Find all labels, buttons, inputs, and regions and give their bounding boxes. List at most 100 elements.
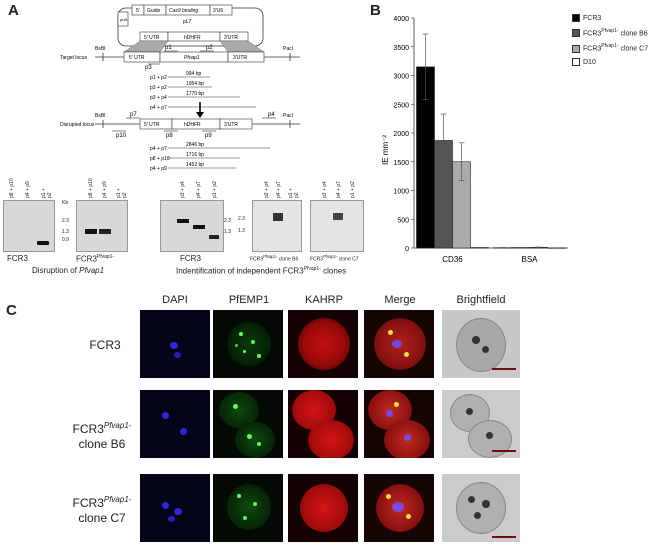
svg-text:p3: p3 xyxy=(145,65,152,71)
image-clone-c7-brightfield xyxy=(442,474,520,542)
gel-1: p8 + p10 p4 + p9 p1 + p2 FCR3 xyxy=(3,178,55,263)
svg-text:hDHFR: hDHFR xyxy=(184,35,201,41)
gel-5: p3 + p4 p4 + p7 p1 + p2 FCR3Pfvap1- clon… xyxy=(308,178,368,263)
y-tick-label: 3500 xyxy=(393,45,409,52)
y-tick-label: 4000 xyxy=(393,16,409,23)
y-tick-label: 1000 xyxy=(393,189,409,196)
svg-text:p4: p4 xyxy=(268,112,275,118)
x-tick-label: BSA xyxy=(521,255,538,264)
col-header-dapi: DAPI xyxy=(162,294,188,306)
svg-text:p1: p1 xyxy=(165,45,172,51)
svg-text:p1 + p2: p1 + p2 xyxy=(150,75,167,81)
svg-text:p4 + p7: p4 + p7 xyxy=(150,105,167,111)
image-clone-b6-merge xyxy=(364,390,434,458)
target-amplicons: p1 + p2 994 bp p3 + p2 1054 bp p3 + p4 1… xyxy=(150,71,256,111)
legend-item-d10: D10 xyxy=(572,56,666,69)
image-clone-c7-merge xyxy=(364,474,434,542)
svg-text:5' UTR: 5' UTR xyxy=(144,35,160,41)
y-tick-label: 3000 xyxy=(393,74,409,81)
image-clone-c7-kahrp xyxy=(288,474,358,542)
svg-text:5' UTR: 5' UTR xyxy=(129,55,145,61)
scale-bar xyxy=(492,368,516,370)
svg-text:p10: p10 xyxy=(116,133,127,139)
image-fcr3-pfemp1 xyxy=(213,310,283,378)
svg-text:3'UTR: 3'UTR xyxy=(224,122,238,128)
image-clone-b6-kahrp xyxy=(288,390,358,458)
y-tick-label: 0 xyxy=(405,246,409,253)
svg-text:PacI: PacI xyxy=(283,113,293,119)
col-header-kahrp: KAHRP xyxy=(305,294,343,306)
col-header-pfemp1: PfEMP1 xyxy=(228,294,270,306)
svg-text:3'UTR: 3'UTR xyxy=(224,35,238,41)
target-locus: Target locus BsBI PacI 5' UTR Pfvap1 3'U… xyxy=(60,45,300,71)
scale-bar xyxy=(492,536,516,538)
svg-text:p7: p7 xyxy=(130,112,137,118)
scale-bar xyxy=(492,450,516,452)
svg-text:p3 + p4: p3 + p4 xyxy=(150,95,167,101)
gel-caption-right: Indentification of independent FCR3Pfvap… xyxy=(176,266,347,276)
svg-text:BsBI: BsBI xyxy=(95,113,106,119)
image-clone-c7-pfemp1 xyxy=(213,474,283,542)
image-clone-b6-brightfield xyxy=(442,390,520,458)
svg-text:p3 + p2: p3 + p2 xyxy=(150,85,167,91)
image-fcr3-dapi xyxy=(140,310,210,378)
svg-text:Guide: Guide xyxy=(147,8,161,14)
svg-text:p2: p2 xyxy=(206,45,213,51)
svg-text:2846 bp: 2846 bp xyxy=(186,142,204,148)
image-fcr3-merge xyxy=(364,310,434,378)
svg-text:1054 bp: 1054 bp xyxy=(186,81,204,87)
image-clone-b6-dapi xyxy=(140,390,210,458)
svg-text:5': 5' xyxy=(136,8,140,14)
legend-item-clone-c7: FCR3Pfvap1- clone C7 xyxy=(572,40,666,55)
image-clone-b6-pfemp1 xyxy=(213,390,283,458)
gel-3: p3 + p4 p4 + p7 p1 + p2 2.3 1.3 FCR3 xyxy=(160,178,240,263)
col-header-merge: Merge xyxy=(384,294,416,306)
svg-text:p8: p8 xyxy=(166,133,173,139)
y-axis-label: IE mm⁻² xyxy=(381,135,390,165)
svg-text:PacI: PacI xyxy=(283,46,293,52)
svg-text:Target locus: Target locus xyxy=(60,55,87,61)
svg-text:hDHFR: hDHFR xyxy=(184,122,201,128)
svg-text:pU6: pU6 xyxy=(120,17,128,22)
disrupted-amplicons: p4 + p7 2846 bp p8 + p10 1716 bp p4 + p9… xyxy=(150,142,270,172)
svg-text:3'U6: 3'U6 xyxy=(213,8,223,14)
image-clone-c7-dapi xyxy=(140,474,210,542)
svg-text:Pfvap1: Pfvap1 xyxy=(184,55,200,61)
plasmid-name: pL7 xyxy=(183,19,192,25)
svg-text:1770 bp: 1770 bp xyxy=(186,91,204,97)
y-tick-label: 500 xyxy=(397,217,409,224)
svg-text:3'UTR: 3'UTR xyxy=(233,55,247,61)
gel-4: p3 + p4 p4 + p7 p1 + p2 2.3 1.3 FCR3Pfva… xyxy=(238,181,302,263)
pu6-block xyxy=(117,11,129,27)
svg-text:p4 + p7: p4 + p7 xyxy=(150,146,167,152)
row-label-fcr3: FCR3 xyxy=(89,338,121,352)
disrupted-locus: Disrupted locus BsBI PacI 5' UTR hDHFR 3… xyxy=(60,112,300,139)
image-fcr3-kahrp xyxy=(288,310,358,378)
svg-text:p8 + p10: p8 + p10 xyxy=(150,156,170,162)
y-tick-label: 1500 xyxy=(393,160,409,167)
gel-caption-left: Disruption of Pfvap1 xyxy=(32,266,105,275)
row-label-clone-c7: FCR3Pfvap1- clone C7 xyxy=(72,495,132,525)
plasmid-pl7: pU6 5' Guide Cas9 binding 3'U6 pL7 5' UT… xyxy=(117,4,264,47)
x-tick-label: CD36 xyxy=(442,255,463,264)
row-label-clone-b6: FCR3Pfvap1- clone B6 xyxy=(72,421,132,451)
gel-2: p8 + p10 p4 + p9 p1 + p2 Kb 2.3 1.3 0.9 … xyxy=(62,178,128,264)
svg-text:1716 bp: 1716 bp xyxy=(186,152,204,158)
panel-a-letter: A xyxy=(8,2,19,19)
y-tick-label: 2500 xyxy=(393,102,409,109)
image-fcr3-brightfield xyxy=(442,310,520,378)
chart-legend: FCR3 FCR3Pfvap1- clone B6 FCR3Pfvap1- cl… xyxy=(572,12,666,69)
svg-text:Cas9 binding: Cas9 binding xyxy=(169,8,198,14)
svg-text:5' UTR: 5' UTR xyxy=(144,122,160,128)
svg-text:994 bp: 994 bp xyxy=(186,71,202,77)
svg-text:Disrupted locus: Disrupted locus xyxy=(60,122,95,128)
svg-text:1452 bp: 1452 bp xyxy=(186,162,204,168)
panel-c-letter: C xyxy=(6,302,17,319)
svg-text:p4 + p9: p4 + p9 xyxy=(150,166,167,172)
svg-text:BsBI: BsBI xyxy=(95,46,106,52)
svg-text:p9: p9 xyxy=(205,133,212,139)
legend-item-clone-b6: FCR3Pfvap1- clone B6 xyxy=(572,25,666,40)
y-tick-label: 2000 xyxy=(393,131,409,138)
legend-item-fcr3: FCR3 xyxy=(572,12,666,25)
